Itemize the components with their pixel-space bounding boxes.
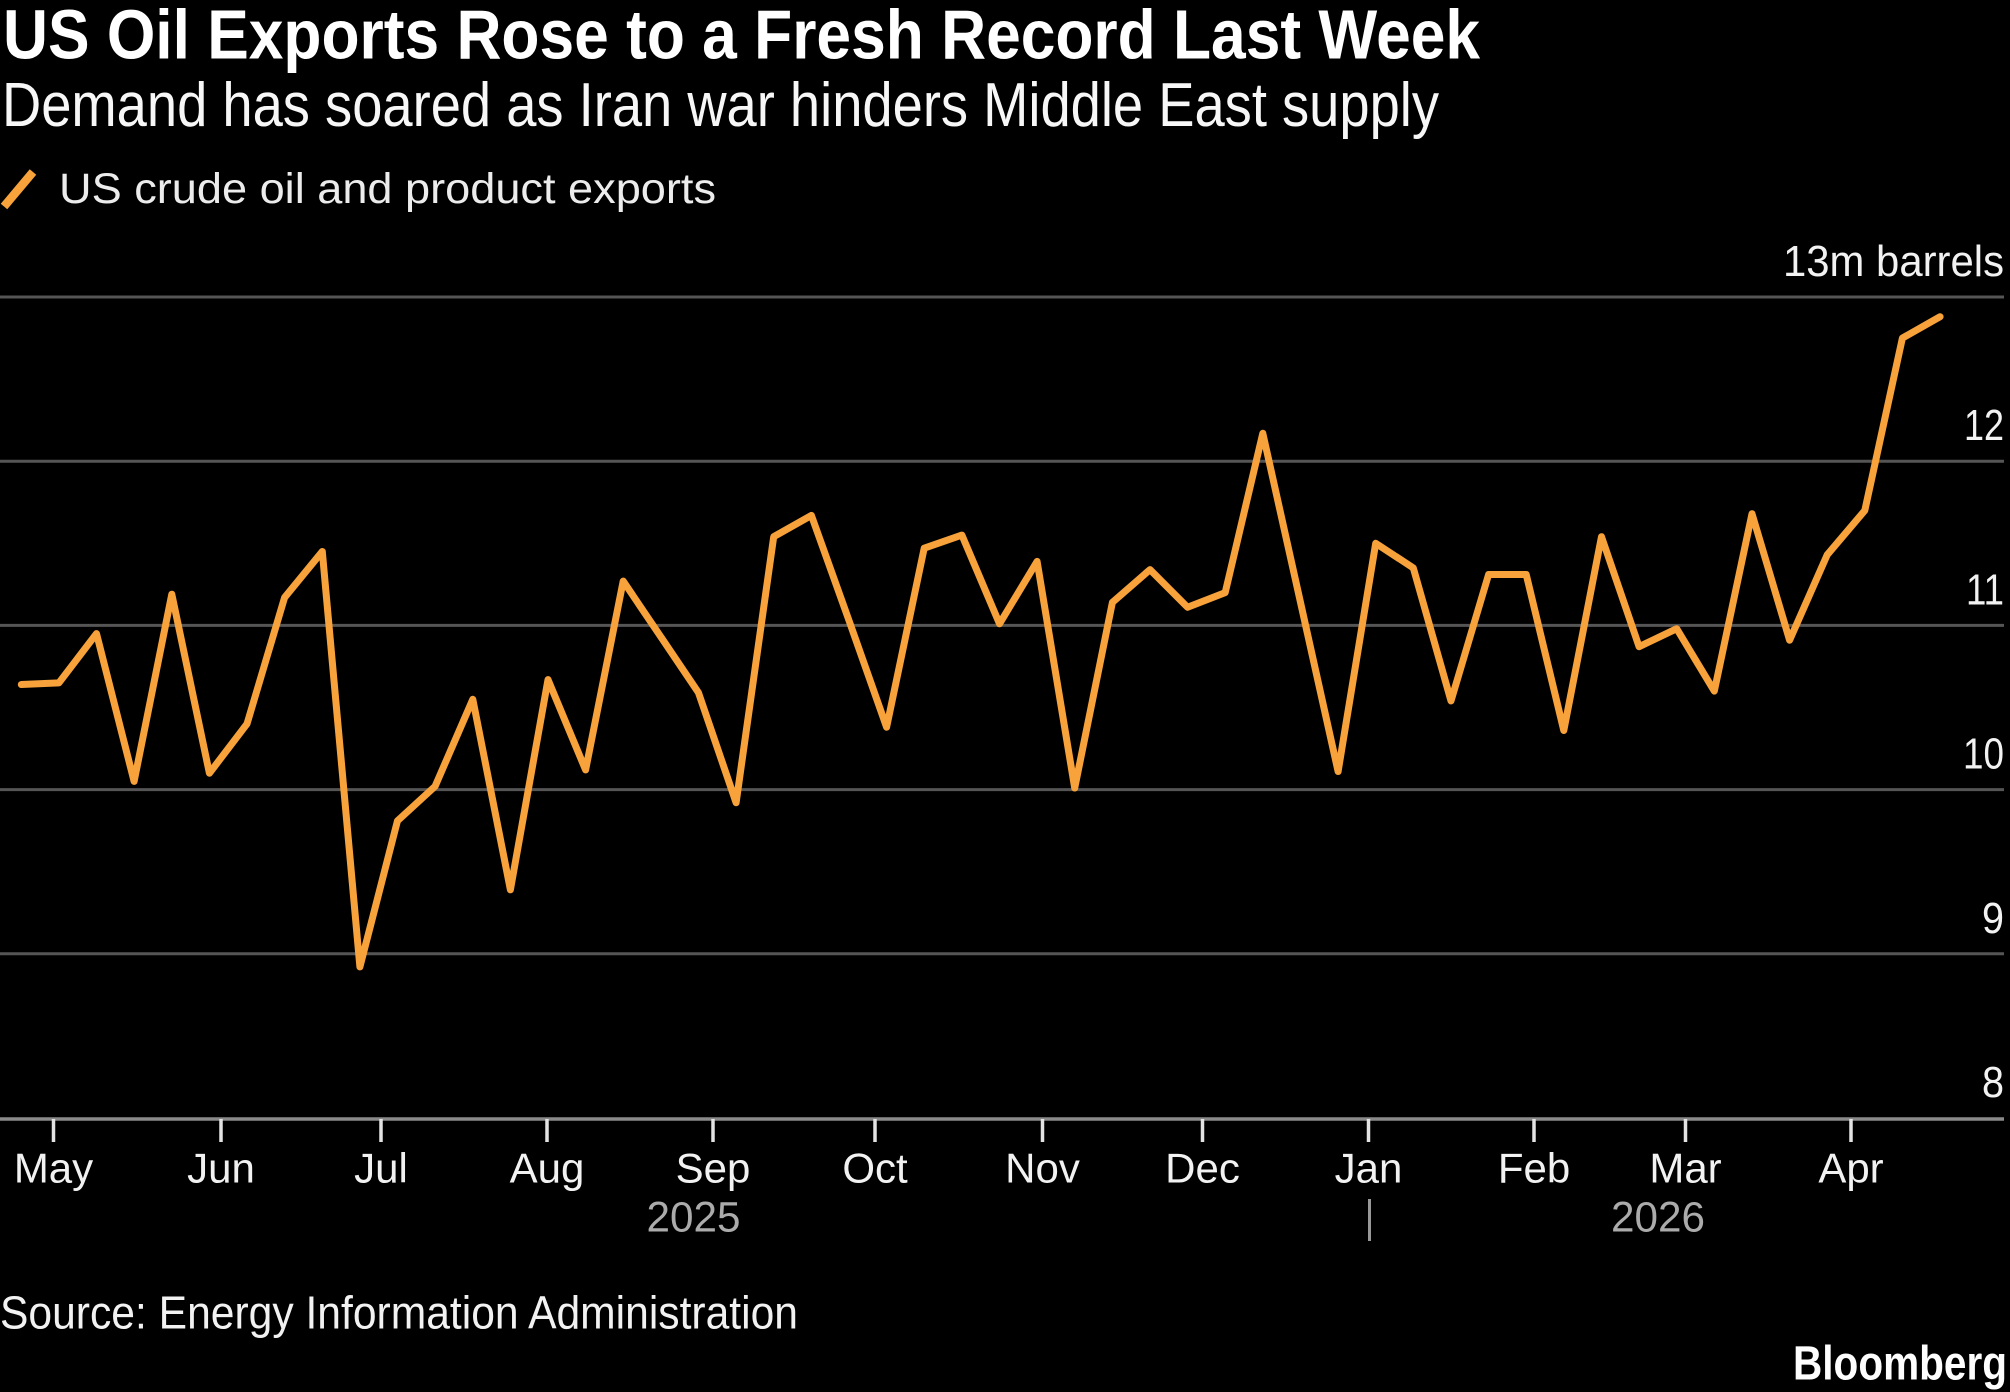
svg-text:US Oil Exports Rose to a Fresh: US Oil Exports Rose to a Fresh Record La… — [3, 0, 1480, 74]
svg-text:US crude oil and product expor: US crude oil and product exports — [59, 165, 716, 213]
svg-text:11: 11 — [1966, 565, 2004, 614]
svg-text:Mar: Mar — [1649, 1145, 1721, 1192]
svg-text:Source: Energy Information Adm: Source: Energy Information Administratio… — [0, 1286, 798, 1338]
svg-text:Apr: Apr — [1818, 1145, 1883, 1192]
svg-text:10: 10 — [1963, 730, 2004, 779]
svg-text:Bloomberg: Bloomberg — [1793, 1338, 2007, 1391]
svg-text:Dec: Dec — [1165, 1145, 1240, 1192]
svg-text:Jan: Jan — [1335, 1145, 1403, 1192]
svg-text:Nov: Nov — [1005, 1145, 1080, 1192]
svg-text:Oct: Oct — [842, 1145, 908, 1192]
svg-text:Demand has soared as Iran war: Demand has soared as Iran war hinders Mi… — [2, 71, 1439, 140]
svg-text:Sep: Sep — [676, 1145, 751, 1192]
svg-text:May: May — [14, 1145, 93, 1192]
svg-text:12: 12 — [1964, 401, 2004, 450]
svg-text:Aug: Aug — [510, 1145, 585, 1192]
svg-text:Jun: Jun — [187, 1145, 255, 1192]
svg-text:13m barrels: 13m barrels — [1783, 237, 2004, 286]
svg-text:8: 8 — [1982, 1058, 2004, 1107]
svg-text:2026: 2026 — [1611, 1194, 1705, 1242]
svg-text:2025: 2025 — [647, 1194, 741, 1242]
svg-text:Feb: Feb — [1498, 1145, 1570, 1192]
svg-text:9: 9 — [1982, 894, 2004, 943]
svg-text:Jul: Jul — [354, 1145, 408, 1192]
